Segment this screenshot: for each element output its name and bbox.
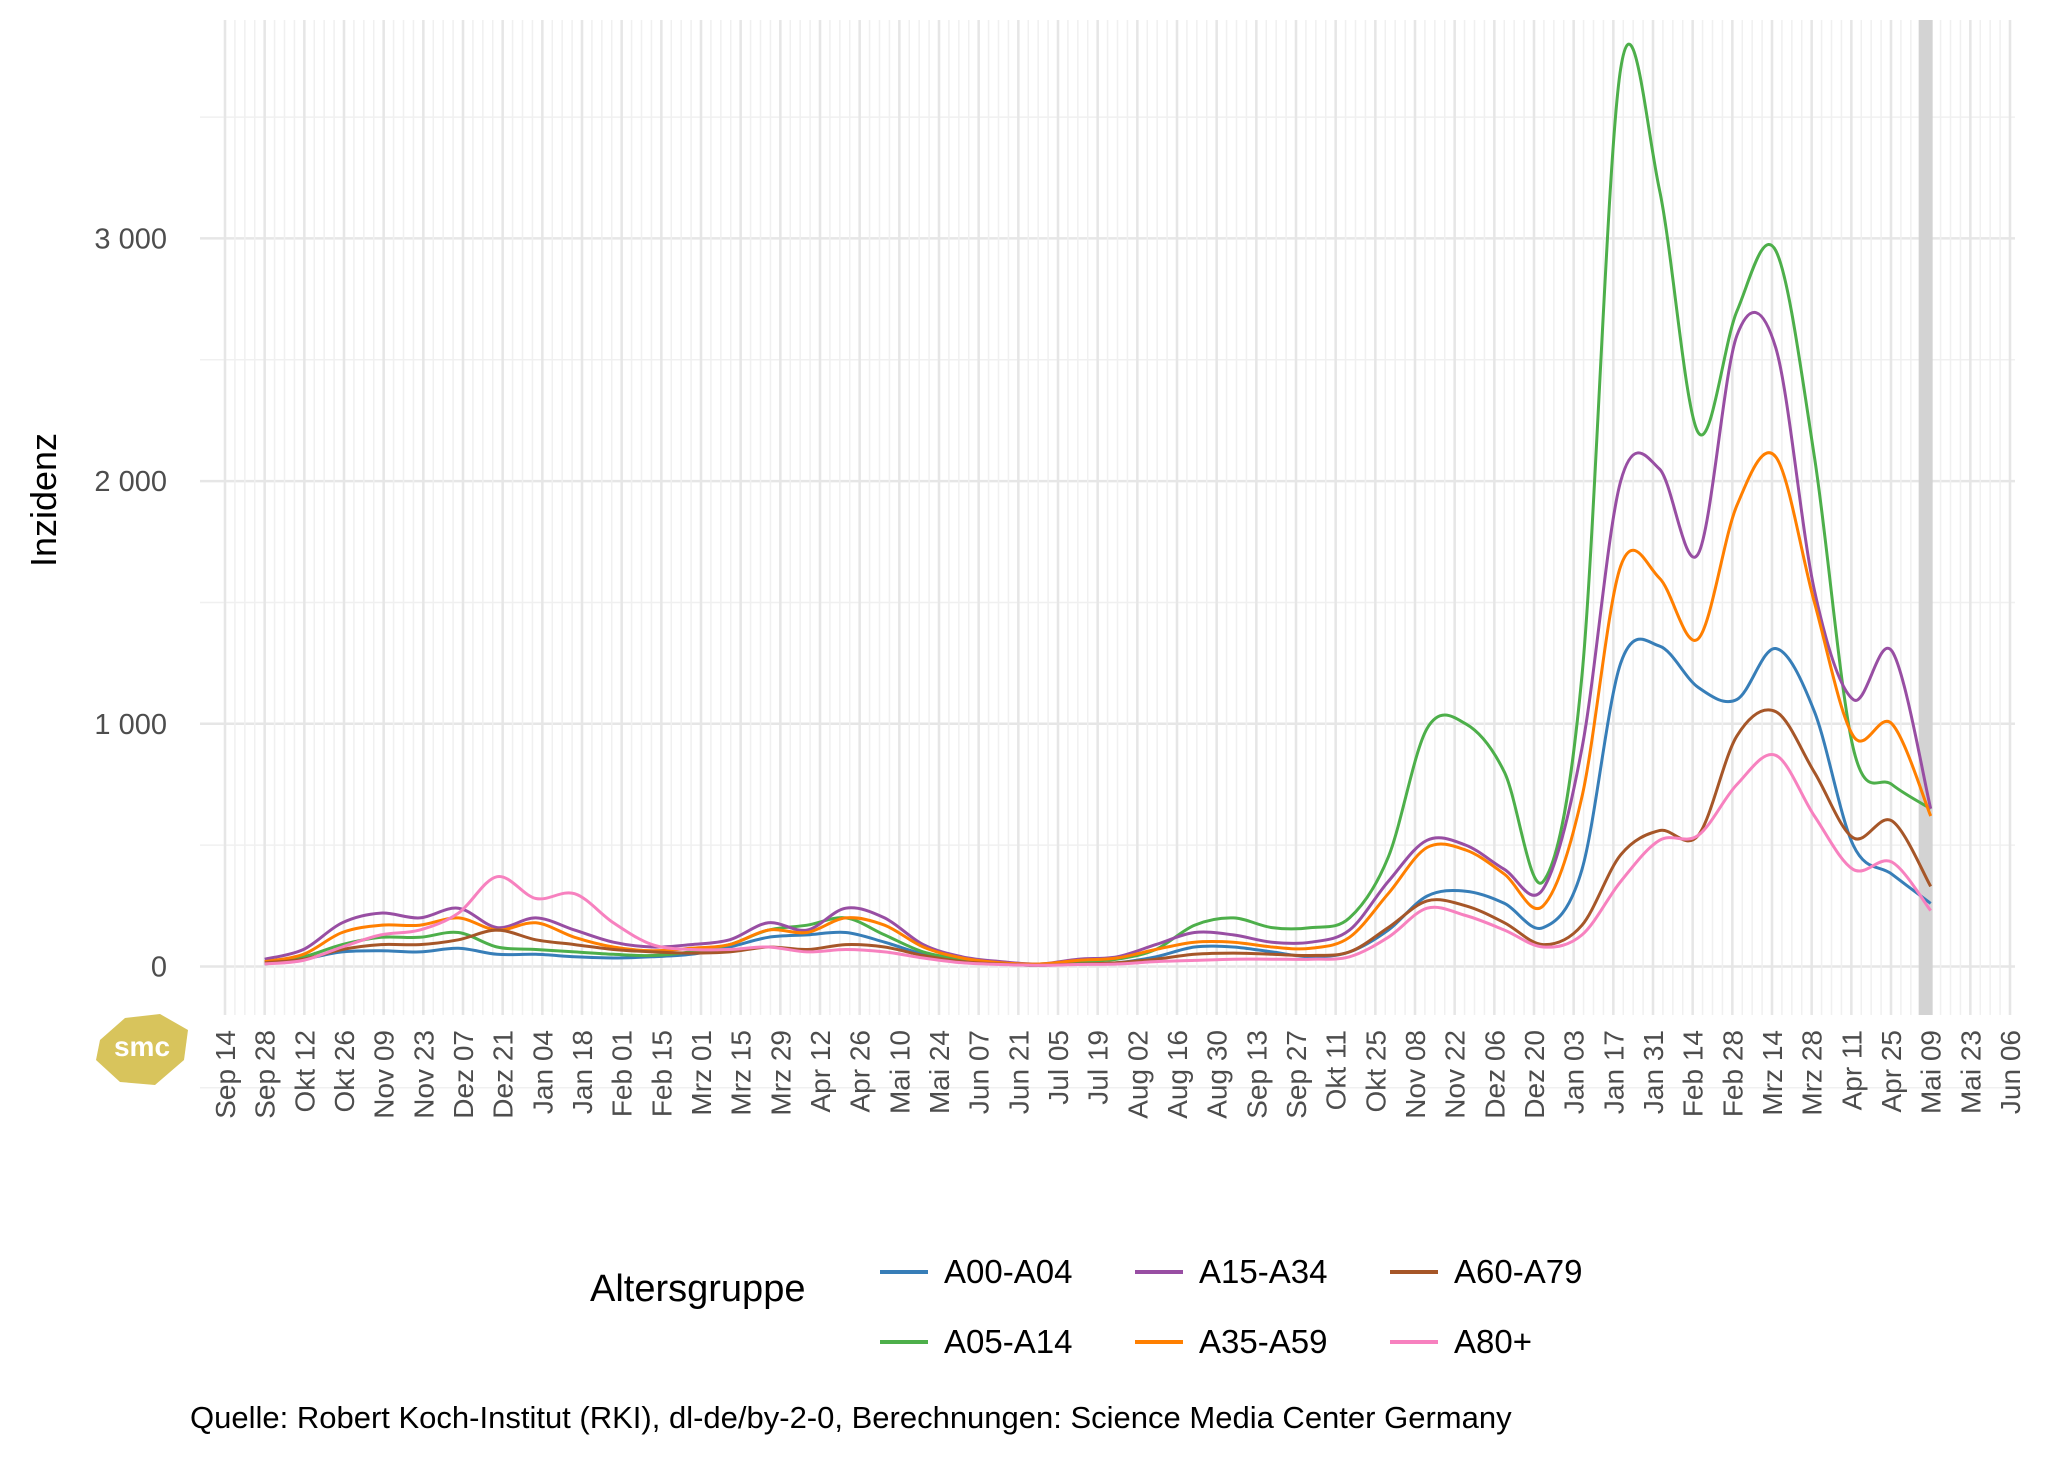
series-lines xyxy=(264,42,1933,967)
legend-item-a00-a04: A00-A04 xyxy=(880,1253,1072,1291)
x-tick-label: Dez 21 xyxy=(488,1030,519,1119)
x-tick-label: Sep 13 xyxy=(1241,1030,1272,1119)
x-tick-label: Mai 24 xyxy=(924,1030,955,1114)
smc-logo: smc xyxy=(96,1014,188,1085)
legend-label: A00-A04 xyxy=(944,1253,1073,1290)
legend-label: A35-A59 xyxy=(1199,1323,1328,1360)
x-tick-label: Jan 03 xyxy=(1559,1030,1590,1114)
x-tick-label: Jun 06 xyxy=(1995,1030,2026,1114)
x-tick-label: Mrz 14 xyxy=(1757,1030,1788,1116)
x-tick-label: Okt 25 xyxy=(1360,1030,1391,1112)
x-tick-label: Dez 06 xyxy=(1479,1030,1510,1119)
chart-grid xyxy=(200,20,2015,1089)
x-tick-label: Jun 07 xyxy=(964,1030,995,1114)
x-tick-label: Nov 09 xyxy=(369,1030,400,1119)
x-tick-label: Mrz 29 xyxy=(765,1030,796,1116)
series-line-a05-a14 xyxy=(264,42,1932,966)
legend-item-a15-a34: A15-A34 xyxy=(1135,1253,1327,1291)
x-tick-label: Apr 11 xyxy=(1836,1030,1867,1110)
legend-swatch xyxy=(880,1340,928,1344)
x-tick-label: Okt 11 xyxy=(1321,1030,1352,1110)
legend-item-a35-a59: A35-A59 xyxy=(1135,1323,1327,1361)
x-tick-label: Apr 26 xyxy=(845,1030,876,1113)
x-tick-label: Mai 09 xyxy=(1916,1030,1947,1114)
legend-label: A15-A34 xyxy=(1199,1253,1328,1290)
legend-item-a60-a79: A60-A79 xyxy=(1390,1253,1582,1291)
x-tick-label: Sep 14 xyxy=(210,1030,241,1119)
series-line-a15-a34 xyxy=(264,311,1933,966)
x-tick-label: Jan 31 xyxy=(1638,1030,1669,1114)
x-tick-label: Apr 25 xyxy=(1876,1030,1907,1113)
x-tick-label: Jun 21 xyxy=(1003,1030,1034,1114)
legend-swatch xyxy=(1135,1340,1183,1344)
x-tick-label: Nov 08 xyxy=(1400,1030,1431,1119)
x-tick-label: Jul 19 xyxy=(1083,1030,1114,1105)
x-tick-label: Jan 04 xyxy=(527,1030,558,1114)
x-tick-label: Aug 16 xyxy=(1162,1030,1193,1119)
x-tick-label: Dez 07 xyxy=(448,1030,479,1119)
x-tick-label: Aug 30 xyxy=(1202,1030,1233,1119)
x-tick-label: Feb 15 xyxy=(646,1030,677,1117)
x-tick-label: Sep 28 xyxy=(250,1030,281,1119)
x-tick-label: Jan 18 xyxy=(567,1030,598,1114)
series-line-a80+ xyxy=(264,753,1932,967)
series-line-a35-a59 xyxy=(264,451,1933,966)
x-tick-label: Nov 22 xyxy=(1440,1030,1471,1119)
x-tick-label: Apr 12 xyxy=(805,1030,836,1113)
x-tick-label: Nov 23 xyxy=(408,1030,439,1119)
legend-item-a80+: A80+ xyxy=(1390,1323,1532,1361)
x-tick-label: Sep 27 xyxy=(1281,1030,1312,1119)
x-tick-label: Jan 17 xyxy=(1598,1030,1629,1114)
legend-label: A60-A79 xyxy=(1454,1253,1583,1290)
x-tick-label: Dez 20 xyxy=(1519,1030,1550,1119)
y-tick-label: 0 xyxy=(151,951,167,983)
legend-swatch xyxy=(1390,1340,1438,1344)
y-axis-title: Inzidenz xyxy=(23,433,64,567)
x-tick-label: Aug 02 xyxy=(1122,1030,1153,1119)
legend-label: A80+ xyxy=(1454,1323,1532,1360)
x-tick-label: Mrz 15 xyxy=(726,1030,757,1116)
caption: Quelle: Robert Koch-Institut (RKI), dl-d… xyxy=(190,1400,1512,1435)
x-tick-label: Feb 01 xyxy=(607,1030,638,1117)
legend-swatch xyxy=(1135,1270,1183,1274)
x-tick-label: Okt 12 xyxy=(289,1030,320,1112)
x-tick-label: Mrz 01 xyxy=(686,1030,717,1116)
x-tick-label: Feb 14 xyxy=(1678,1030,1709,1117)
x-tick-label: Mai 10 xyxy=(884,1030,915,1114)
y-tick-label: 2 000 xyxy=(94,466,167,498)
x-tick-label: Jul 05 xyxy=(1043,1030,1074,1105)
legend-title: Altersgruppe xyxy=(590,1268,806,1310)
y-tick-label: 3 000 xyxy=(94,223,167,255)
x-tick-label: Mrz 28 xyxy=(1797,1030,1828,1116)
legend-swatch xyxy=(880,1270,928,1274)
legend-swatch xyxy=(1390,1270,1438,1274)
legend: Altersgruppe A00-A04 A05-A14 A15-A34 A35-A5… xyxy=(590,1228,1690,1368)
y-axis-ticks: 0 1 000 2 000 3 000 xyxy=(94,223,167,983)
legend-item-a05-a14: A05-A14 xyxy=(880,1323,1072,1361)
x-tick-label: Mai 23 xyxy=(1955,1030,1986,1114)
legend-label: A05-A14 xyxy=(944,1323,1073,1360)
x-tick-label: Feb 28 xyxy=(1717,1030,1748,1117)
y-tick-label: 1 000 xyxy=(94,709,167,741)
x-axis-ticks: Sep 14 Sep 28 Okt 12 Okt 26 Nov 09 Nov 23 Dez … xyxy=(210,1030,2026,1119)
logo-text: smc xyxy=(114,1031,170,1062)
x-tick-label: Okt 26 xyxy=(329,1030,360,1112)
